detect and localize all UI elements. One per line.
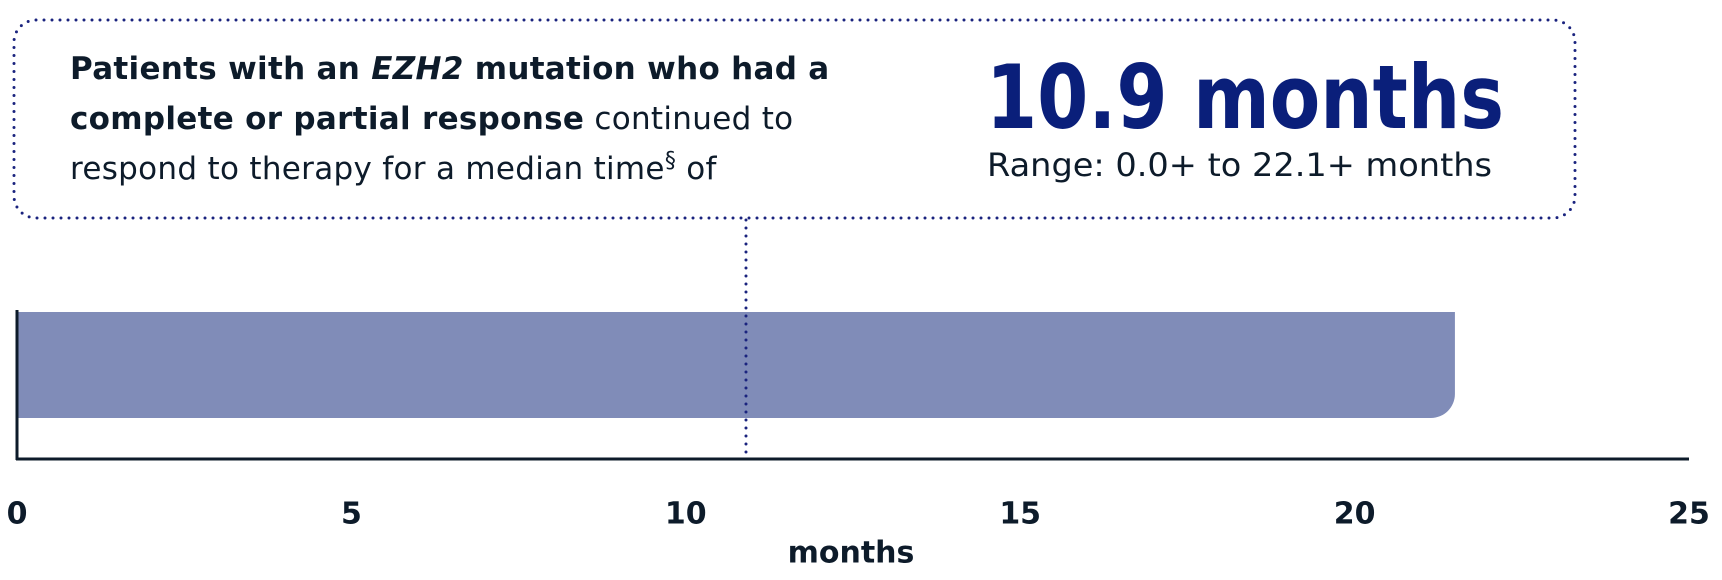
x-tick-label: 15 xyxy=(999,497,1041,532)
x-tick-label: 0 xyxy=(7,497,28,532)
callout-part: of xyxy=(676,151,717,187)
x-tick-label: 20 xyxy=(1334,497,1376,532)
bar xyxy=(17,312,1455,418)
callout-part: mutation who had a complete or partial r… xyxy=(70,51,830,137)
x-tick-label: 10 xyxy=(665,497,707,532)
x-axis-label: months xyxy=(788,536,915,571)
median-value: 10.9 months xyxy=(986,46,1504,149)
callout-part: § xyxy=(664,148,677,174)
callout-text: Patients with an EZH2 mutation who had a… xyxy=(70,44,890,194)
callout-box xyxy=(12,18,1577,220)
x-tick-label: 25 xyxy=(1668,497,1710,532)
callout-part: EZH2 xyxy=(371,51,464,87)
x-tick-label: 5 xyxy=(341,497,362,532)
callout-part: Patients with an xyxy=(70,51,372,87)
range-label: Range: 0.0+ to 22.1+ months xyxy=(987,146,1492,184)
callout-part: continued to respond to therapy for a me… xyxy=(70,101,794,187)
